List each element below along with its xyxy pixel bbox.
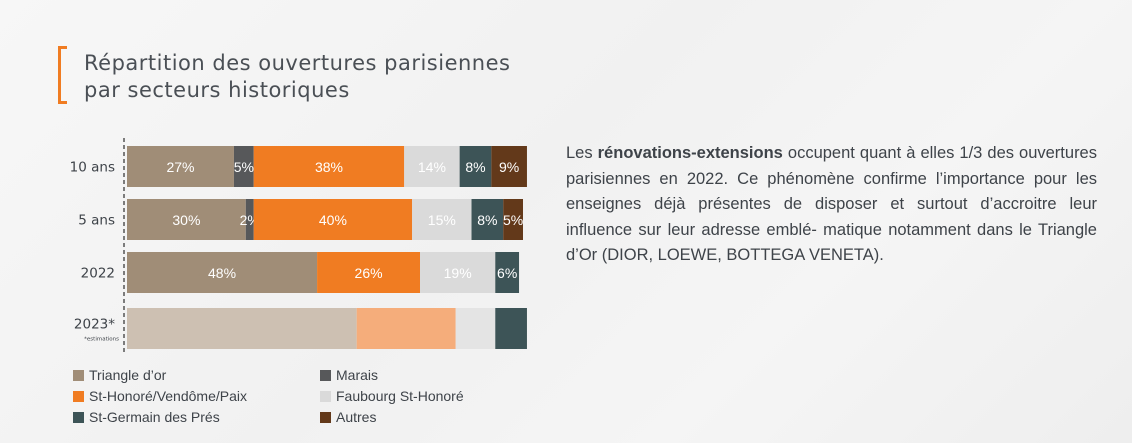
title-bracket	[58, 46, 67, 104]
legend-swatch	[73, 411, 84, 423]
category-label: 2022	[81, 266, 115, 282]
legend-label: Faubourg St-Honoré	[336, 388, 464, 404]
data-label: 30%	[172, 212, 200, 228]
legend-item: St-Germain des Prés	[73, 408, 220, 426]
data-label: 8%	[477, 212, 497, 228]
bar-segment	[412, 199, 472, 240]
bar-segment	[503, 199, 523, 240]
bar-segment	[127, 199, 246, 240]
legend-swatch	[320, 390, 331, 402]
legend-swatch	[73, 390, 84, 402]
legend-item: Autres	[320, 408, 376, 426]
chart-title: Répartition des ouvertures parisiennes p…	[84, 50, 604, 104]
legend-label: Triangle d’or	[89, 367, 167, 383]
category-label: 5 ans	[78, 213, 115, 229]
legend-item: Marais	[320, 366, 378, 384]
data-label: 40%	[319, 212, 347, 228]
data-label: 15%	[428, 212, 456, 228]
paragraph-highlight: rénovations-extensions	[597, 144, 783, 162]
bar-segment	[233, 146, 254, 187]
data-label: 48%	[208, 265, 236, 281]
data-label: 26%	[355, 265, 383, 281]
bar-segment	[253, 146, 405, 187]
legend-swatch	[320, 369, 331, 381]
bar-segment	[495, 252, 520, 293]
legend-label: St-Honoré/Vendôme/Paix	[89, 388, 247, 404]
data-label: 19%	[444, 265, 472, 281]
data-label: 8%	[465, 159, 485, 175]
paragraph-intro: Les	[566, 144, 598, 162]
bar-segment	[245, 199, 254, 240]
data-label: 14%	[418, 159, 446, 175]
bar-segment	[495, 308, 527, 349]
bar-segment	[356, 308, 456, 349]
bar-segment	[404, 146, 460, 187]
bar-segment	[317, 252, 421, 293]
legend-label: Autres	[336, 409, 377, 425]
legend-swatch	[320, 411, 331, 423]
data-label: 9%	[499, 159, 519, 175]
data-label: 27%	[166, 159, 194, 175]
stacked-bar-chart: 10 ans 27% 5% 38% 14% 8% 9%5 ans 30% 2% 40% 15% 8% 5…	[70, 138, 527, 352]
legend-item: St-Honoré/Vendôme/Paix	[73, 387, 247, 405]
bar-segment	[471, 199, 504, 240]
legend-label: St-Germain des Prés	[89, 409, 220, 425]
bar-segment	[127, 308, 357, 349]
data-label: 38%	[315, 159, 343, 175]
data-label: 5%	[503, 212, 523, 228]
description-paragraph: Les rénovations-extensions occupent quan…	[566, 141, 1097, 269]
category-label: 2023*	[74, 317, 115, 333]
estimation-note: *estimations	[84, 337, 119, 343]
bar-segment	[127, 252, 318, 293]
legend-label: Marais	[336, 367, 379, 383]
chart-legend: Triangle d’or Marais St-Honoré/Vendôme/Pai…	[73, 366, 533, 428]
bar-segment	[127, 146, 234, 187]
bar-segment	[253, 199, 413, 240]
paragraph-body: occupent quant à elles 1/3 des ouverture…	[566, 144, 1097, 264]
bar-segment	[420, 252, 496, 293]
data-label: 6%	[497, 265, 517, 281]
category-label: 10 ans	[70, 160, 115, 176]
chart-title-line1: Répartition des ouvertures parisiennes	[84, 51, 511, 75]
legend-swatch	[73, 369, 84, 381]
data-label: 5%	[234, 159, 254, 175]
legend-item: Faubourg St-Honoré	[320, 387, 464, 405]
chart-title-line2: par secteurs historiques	[84, 78, 350, 102]
bar-segment	[491, 146, 527, 187]
bar-segment	[455, 308, 496, 349]
legend-item: Triangle d’or	[73, 366, 166, 384]
bar-segment	[459, 146, 492, 187]
